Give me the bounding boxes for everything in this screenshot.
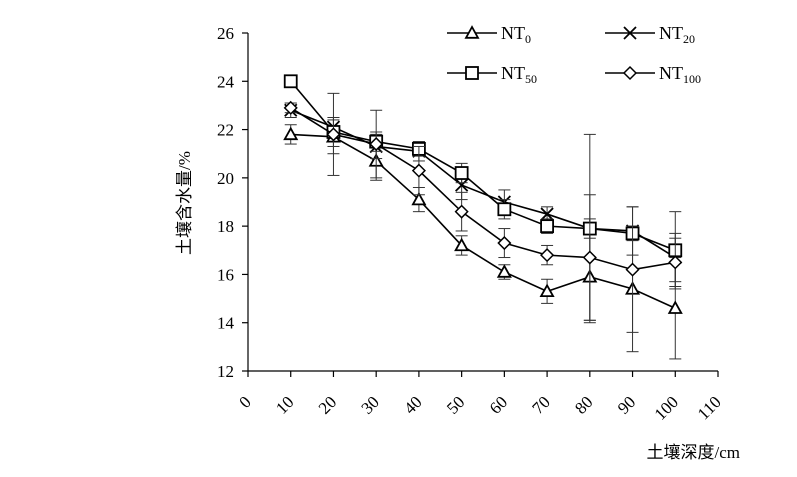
square-marker [497,202,512,217]
x-tick-label: 70 [528,392,553,417]
x-tick-label: 90 [614,392,639,417]
y-tick-label: 22 [217,121,234,140]
y-tick-label: 16 [217,265,234,284]
legend-entry-triangle: NT0 [447,23,531,46]
series-diamond [283,92,683,333]
x-marker [540,207,554,221]
y-tick-label: 24 [217,72,235,91]
legend-label: NT100 [659,63,701,86]
legend-subscript: 50 [525,72,537,86]
triangle-marker [283,126,299,141]
legend-entry-x: NT20 [605,23,695,46]
square-marker [283,74,298,89]
legend-name: NT [659,63,683,83]
diamond-marker [540,248,555,263]
diamond-marker [326,127,341,142]
diamond-marker [625,262,640,277]
x-marker [454,178,469,192]
x-axis-label: 土壤深度/cm [647,442,741,462]
legend-subscript: 0 [525,32,531,46]
legend-entry-square: NT50 [447,63,537,86]
legend-entry-diamond: NT100 [605,63,701,86]
x-tick-label: 20 [315,392,340,417]
series-line [290,109,676,259]
axes [247,33,718,372]
diamond-marker [582,250,597,265]
x-marker-stroke [540,207,554,221]
legend-name: NT [501,23,525,43]
x-marker-stroke [454,178,469,192]
x-tick-label: 100 [651,392,682,423]
triangle-marker [496,264,512,278]
series-line [290,80,676,252]
y-tick-label: 18 [217,217,234,236]
legend-label: NT0 [501,23,531,46]
legend-label: NT20 [659,23,695,46]
y-axis-ticks: 12 14 16 18 20 22 24 26 [217,24,248,381]
series-layer [283,74,683,360]
x-tick-label: 110 [694,392,725,423]
diamond-marker [497,235,512,251]
triangle-marker [411,191,427,206]
diamond-marker [622,65,638,81]
triangle-marker [539,283,555,298]
triangle-marker [464,25,480,39]
x-tick-label: 40 [400,392,425,417]
legend-name: NT [501,63,525,83]
x-axis-ticks: 0 10 20 30 40 50 60 70 80 90 100 110 [235,371,725,424]
y-tick-label: 14 [217,314,235,333]
series-x [284,102,682,283]
x-tick-label: 30 [358,392,383,417]
legend-name: NT [659,23,683,43]
y-tick-label: 12 [217,362,234,381]
diamond-marker [454,204,469,219]
x-marker [623,26,637,40]
y-axis-label: 土壤含水量/% [174,151,194,255]
series-triangle [283,119,683,360]
y-tick-label: 26 [217,24,234,43]
legend-subscript: 100 [683,72,701,86]
x-marker-stroke [623,26,637,40]
diamond-marker [369,136,384,152]
legend-subscript: 20 [683,32,695,46]
diamond-marker [411,163,426,178]
triangle-marker [454,237,470,252]
diamond-marker [668,255,683,270]
series-line [290,133,676,309]
series-line [290,107,676,271]
y-tick-label: 20 [217,169,234,188]
x-tick-label: 60 [486,392,511,417]
square-marker [540,219,554,234]
x-tick-label: 80 [571,392,596,417]
square-marker [454,166,469,180]
x-tick-label: 0 [235,392,254,411]
diamond-marker [283,100,298,115]
x-tick-label: 50 [443,392,468,417]
triangle-marker [667,300,683,314]
legend-label: NT50 [501,63,537,86]
square-marker [465,66,479,80]
x-tick-label: 10 [272,392,297,417]
